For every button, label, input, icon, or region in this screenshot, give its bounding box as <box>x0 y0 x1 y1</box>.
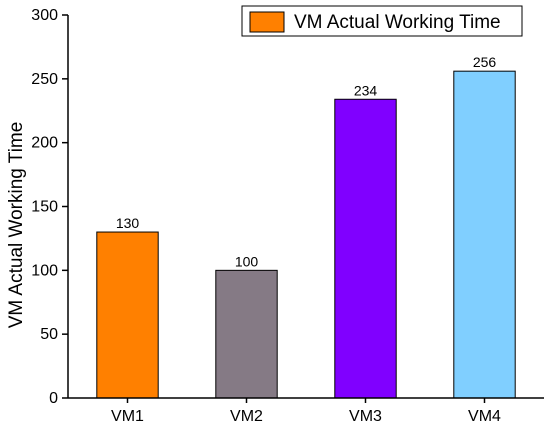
y-tick-label: 250 <box>31 71 58 88</box>
x-tick-label: VM2 <box>230 408 263 425</box>
x-tick-label: VM3 <box>349 408 382 425</box>
y-axis-title: VM Actual Working Time <box>6 122 27 329</box>
bar-value-label: 130 <box>116 215 140 231</box>
y-tick-label: 100 <box>31 262 58 279</box>
bar-vm2 <box>215 269 278 399</box>
bar-value-label: 234 <box>354 82 378 98</box>
bar-value-label: 100 <box>235 253 259 269</box>
x-ticks-group: VM1 VM2 VM3 VM4 <box>111 398 501 425</box>
bars-group <box>96 70 516 399</box>
y-ticks-group: 0 50 100 150 200 250 300 <box>31 7 68 407</box>
bar-labels-group: 130 100 234 256 <box>116 54 497 269</box>
legend-label: VM Actual Working Time <box>294 12 501 33</box>
y-tick-label: 0 <box>49 390 58 407</box>
legend: VM Actual Working Time <box>241 5 523 37</box>
legend-swatch <box>249 11 285 33</box>
y-tick-label: 50 <box>40 326 58 343</box>
bar-vm1 <box>96 231 159 399</box>
bar-vm3 <box>334 98 397 399</box>
x-tick-label: VM4 <box>468 408 501 425</box>
x-tick-label: VM1 <box>111 408 144 425</box>
y-tick-label: 150 <box>31 199 58 216</box>
bar-value-label: 256 <box>473 54 497 70</box>
legend-frame <box>241 5 523 37</box>
y-tick-label: 200 <box>31 135 58 152</box>
y-tick-label: 300 <box>31 7 58 24</box>
bar-vm4 <box>453 70 516 399</box>
